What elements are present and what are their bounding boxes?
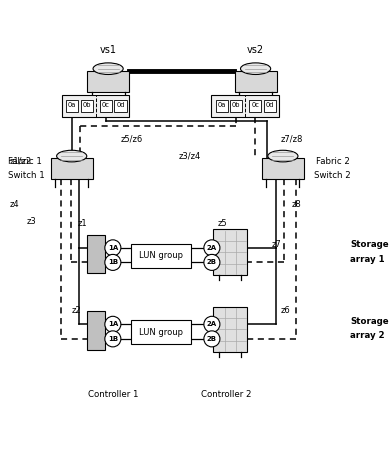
FancyBboxPatch shape: [262, 158, 304, 179]
Text: 0d: 0d: [265, 102, 274, 108]
Text: z5/z6: z5/z6: [121, 135, 143, 144]
Ellipse shape: [93, 63, 123, 74]
Text: LUN group: LUN group: [139, 328, 183, 337]
Text: Controller 2: Controller 2: [201, 390, 252, 399]
FancyBboxPatch shape: [100, 100, 112, 112]
FancyBboxPatch shape: [235, 71, 276, 92]
FancyBboxPatch shape: [131, 244, 191, 268]
FancyBboxPatch shape: [81, 100, 93, 112]
Circle shape: [204, 316, 220, 332]
Text: 0d: 0d: [116, 102, 125, 108]
Text: 2A: 2A: [207, 322, 217, 327]
Text: z7/z8: z7/z8: [281, 135, 303, 144]
Text: vs1: vs1: [100, 45, 116, 55]
Text: 2A: 2A: [207, 245, 217, 251]
Circle shape: [204, 331, 220, 347]
Ellipse shape: [56, 150, 87, 162]
Text: 2B: 2B: [207, 336, 217, 342]
Ellipse shape: [241, 63, 270, 74]
Text: 0b: 0b: [83, 102, 91, 108]
Text: Storage: Storage: [350, 317, 389, 326]
Text: z1: z1: [77, 219, 87, 227]
FancyBboxPatch shape: [230, 100, 242, 112]
FancyBboxPatch shape: [264, 100, 276, 112]
Text: z3/z4: z3/z4: [179, 151, 201, 160]
FancyBboxPatch shape: [87, 235, 105, 273]
Circle shape: [105, 316, 121, 332]
Text: 0c: 0c: [251, 102, 259, 108]
FancyBboxPatch shape: [211, 95, 279, 117]
Text: z2: z2: [72, 306, 81, 315]
Text: 0b: 0b: [232, 102, 240, 108]
Text: z8: z8: [292, 200, 302, 209]
Text: array 1: array 1: [350, 255, 385, 264]
FancyBboxPatch shape: [114, 100, 127, 112]
Text: z3: z3: [26, 217, 36, 226]
FancyBboxPatch shape: [87, 71, 129, 92]
Circle shape: [105, 331, 121, 347]
Text: Switch 2: Switch 2: [314, 170, 350, 180]
Circle shape: [105, 240, 121, 256]
Circle shape: [105, 255, 121, 271]
FancyBboxPatch shape: [62, 95, 129, 117]
Ellipse shape: [268, 150, 298, 162]
FancyBboxPatch shape: [51, 158, 93, 179]
Text: 1A: 1A: [108, 322, 118, 327]
Text: Switch 1: Switch 1: [8, 170, 45, 180]
Text: Controller 1: Controller 1: [88, 390, 139, 399]
Text: 0a: 0a: [217, 102, 226, 108]
Text: array 2: array 2: [350, 331, 385, 340]
FancyBboxPatch shape: [87, 311, 105, 350]
Text: 0c: 0c: [102, 102, 110, 108]
Text: LUN group: LUN group: [139, 251, 183, 260]
FancyBboxPatch shape: [131, 321, 191, 344]
Text: Storage: Storage: [350, 241, 389, 249]
Text: vs2: vs2: [247, 45, 264, 55]
Text: z6: z6: [280, 306, 290, 315]
FancyBboxPatch shape: [213, 307, 247, 352]
Circle shape: [204, 240, 220, 256]
Text: z1/z2: z1/z2: [10, 157, 32, 166]
Circle shape: [204, 255, 220, 271]
Text: z4: z4: [10, 200, 20, 209]
Text: z5: z5: [217, 219, 227, 227]
Text: 1B: 1B: [108, 259, 118, 265]
FancyBboxPatch shape: [216, 100, 227, 112]
Text: 0a: 0a: [68, 102, 76, 108]
Text: 2B: 2B: [207, 259, 217, 265]
Text: Fabric 1: Fabric 1: [8, 157, 42, 167]
Text: z7: z7: [272, 241, 282, 249]
Text: 1B: 1B: [108, 336, 118, 342]
FancyBboxPatch shape: [66, 100, 78, 112]
FancyBboxPatch shape: [249, 100, 261, 112]
Text: 1A: 1A: [108, 245, 118, 251]
Text: Fabric 2: Fabric 2: [316, 157, 350, 167]
FancyBboxPatch shape: [213, 229, 247, 275]
